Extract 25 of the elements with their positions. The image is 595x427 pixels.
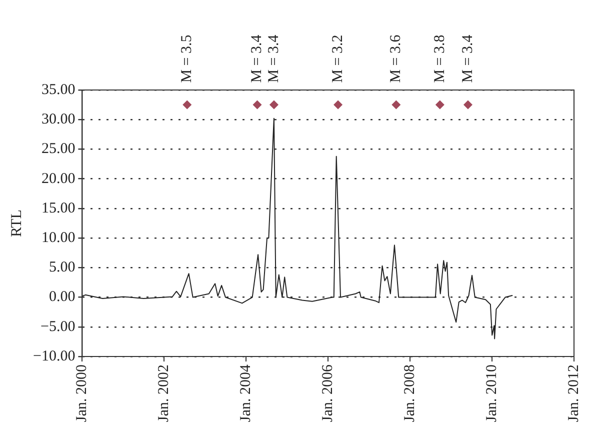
x-tick-label: Jan. 2010 bbox=[484, 364, 500, 422]
x-tick-label: Jan. 2006 bbox=[320, 364, 336, 422]
y-tick-label: 30.00 bbox=[41, 112, 76, 128]
annotation: M = 3.4 bbox=[460, 34, 476, 83]
annotation: M = 3.2 bbox=[330, 34, 346, 83]
y-tick-label: 20.00 bbox=[41, 170, 76, 187]
x-tick-label: Jan. 2000 bbox=[74, 364, 90, 422]
y-tick-label: 25.00 bbox=[41, 141, 76, 158]
x-tick-label: Jan. 2002 bbox=[156, 364, 172, 422]
x-tick-label: Jan. 2008 bbox=[402, 364, 418, 422]
annotation: M = 3.8 bbox=[432, 34, 448, 83]
x-tick-label: Jan. 2004 bbox=[238, 364, 254, 422]
y-axis-title: RTL bbox=[8, 210, 25, 237]
annotation: M = 3.5 bbox=[179, 34, 196, 83]
annotation: M = 3.4 bbox=[249, 34, 266, 83]
annotation: M = 3.6 bbox=[388, 34, 404, 83]
y-tick-label: 5.00 bbox=[48, 260, 76, 276]
y-tick-label: 10.00 bbox=[41, 230, 76, 246]
x-tick-label: Jan. 2012 bbox=[566, 364, 582, 422]
y-tick-label: 15.00 bbox=[41, 200, 76, 216]
y-tick-label: −10.00 bbox=[32, 348, 76, 364]
y-tick-label: 0.00 bbox=[48, 289, 76, 306]
y-tick-label: −5.00 bbox=[40, 318, 76, 335]
annotation: M = 3.4 bbox=[266, 34, 282, 83]
y-tick-label: 35.00 bbox=[41, 82, 76, 98]
